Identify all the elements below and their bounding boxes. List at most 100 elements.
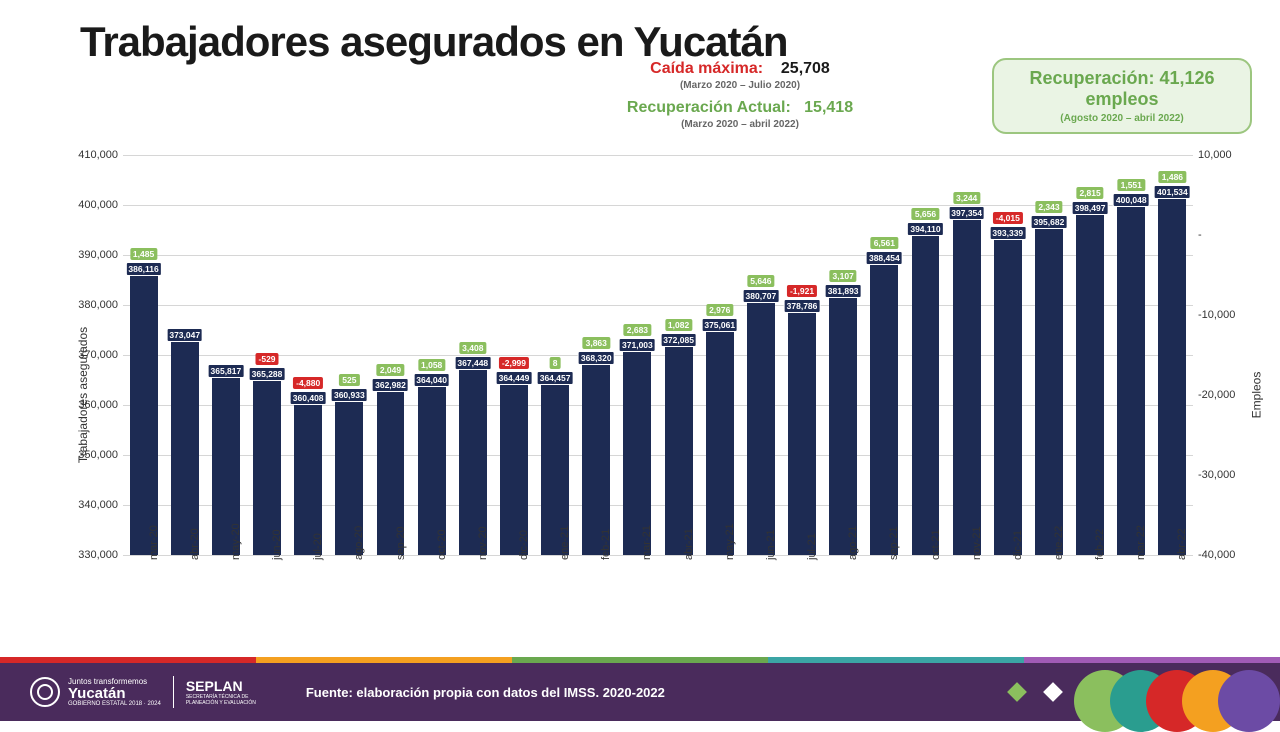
bar-col: 381,8933,107 [829,155,857,555]
bar [1117,205,1145,555]
bar-col: 380,7075,646 [747,155,775,555]
bar-value-label: 362,982 [372,378,409,392]
bar [870,263,898,555]
xtick: sep-21 [888,526,900,560]
bar-value-label: 397,354 [948,206,985,220]
delta-label: -4,880 [293,377,323,389]
bar-col: 398,4972,815 [1076,155,1104,555]
delta-label: 8 [550,357,561,369]
bar-value-label: 398,497 [1072,201,1109,215]
ytick-right: -10,000 [1198,309,1253,321]
ytick-right: -40,000 [1198,549,1253,561]
bar-value-label: 395,682 [1031,215,1068,229]
ytick-right: -20,000 [1198,389,1253,401]
caida-period: (Marzo 2020 – Julio 2020) [520,80,960,91]
grid-line [123,555,1193,556]
recovery-line1: Recuperación: 41,126 empleos [1004,68,1240,109]
xtick: mar-22 [1135,525,1147,560]
delta-label: 2,683 [624,324,651,336]
delta-label: 2,976 [706,304,733,316]
recovery-line2: (Agosto 2020 – abril 2022) [1004,113,1240,124]
xtick: oct-21 [930,529,942,560]
bar-value-label: 386,116 [125,262,161,276]
bar-value-label: 367,448 [454,356,491,370]
xtick: abr-20 [189,528,201,560]
bar-col: 364,449-2,999 [500,155,528,555]
xtick: dic-20 [518,530,530,560]
xtick: mar-21 [641,525,653,560]
delta-label: 6,561 [871,237,898,249]
bar-col: 367,4483,408 [459,155,487,555]
bar-value-label: 365,288 [249,367,286,381]
delta-label: 525 [339,374,359,386]
bar-col: 401,5341,486 [1158,155,1186,555]
xtick: mar-20 [148,525,160,560]
delta-label: 5,656 [912,208,939,220]
bar-col: 394,1105,656 [912,155,940,555]
caida-label: Caída máxima: [650,60,763,77]
delta-label: -529 [256,353,279,365]
footer-bar: Juntos transformemos Yucatán GOBIERNO ES… [0,663,1280,721]
xtick: may-21 [724,523,736,560]
bar-value-label: 373,047 [166,328,203,342]
bar [1035,227,1063,555]
delta-label: 2,815 [1076,187,1103,199]
bar-col: 372,0851,082 [665,155,693,555]
xtick: may-20 [230,523,242,560]
recup-value: 15,418 [804,99,853,116]
bar [912,234,940,555]
bar-value-label: 378,786 [784,299,821,313]
ytick-left: 390,000 [58,249,118,261]
bar-col: 386,1161,485 [130,155,158,555]
delta-label: 1,486 [1159,171,1186,183]
bar-value-label: 364,040 [413,373,450,387]
bar-value-label: 400,048 [1113,193,1150,207]
bar-col: 362,9822,049 [377,155,405,555]
xtick: oct-20 [436,529,448,560]
bar-value-label: 401,534 [1154,185,1191,199]
xtick: ago-20 [353,526,365,560]
xtick: ene-21 [559,526,571,560]
footer-logo-yucatan: Juntos transformemos Yucatán GOBIERNO ES… [0,677,161,707]
bar-col: 360,408-4,880 [294,155,322,555]
footer-logo-seplan: SEPLAN SECRETARÍA TÉCNICA DE PLANEACIÓN … [186,678,276,706]
recup-period: (Marzo 2020 – abril 2022) [520,119,960,130]
bar-col: 397,3543,244 [953,155,981,555]
bar-value-label: 380,707 [743,289,780,303]
bar-col: 364,4578 [541,155,569,555]
ytick-left: 400,000 [58,199,118,211]
bar-value-label: 371,003 [619,338,656,352]
bar-value-label: 365,817 [208,364,245,378]
bar-col: 388,4546,561 [870,155,898,555]
bar-col: 368,3203,863 [582,155,610,555]
ytick-left: 340,000 [58,499,118,511]
xtick: jul-21 [806,533,818,560]
delta-label: 1,485 [130,248,157,260]
bar-col: 395,6822,343 [1035,155,1063,555]
bar-col: 393,339-4,015 [994,155,1022,555]
ytick-right: 10,000 [1198,149,1253,161]
ytick-left: 410,000 [58,149,118,161]
ytick-left: 350,000 [58,449,118,461]
footer-source: Fuente: elaboración propia con datos del… [306,685,665,700]
bar [706,330,734,555]
xtick: feb-22 [1094,529,1106,560]
bar-col: 371,0032,683 [623,155,651,555]
bar-col: 360,933525 [335,155,363,555]
bar-col: 373,047 [171,155,199,555]
bar [665,345,693,555]
ytick-left: 370,000 [58,349,118,361]
recup-label: Recuperación Actual: [627,99,791,116]
bar [953,218,981,555]
footer-decor-shapes [1010,663,1280,721]
recovery-box: Recuperación: 41,126 empleos (Agosto 202… [992,58,1252,134]
bar-col: 365,288-529 [253,155,281,555]
bar-value-label: 393,339 [989,226,1026,240]
bar [582,363,610,555]
xtick: jun-20 [271,529,283,560]
xtick: ene-22 [1053,526,1065,560]
xtick: nov-21 [971,526,983,560]
delta-label: 1,082 [665,319,692,331]
delta-label: 3,107 [830,270,857,282]
bar-value-label: 375,061 [701,318,738,332]
